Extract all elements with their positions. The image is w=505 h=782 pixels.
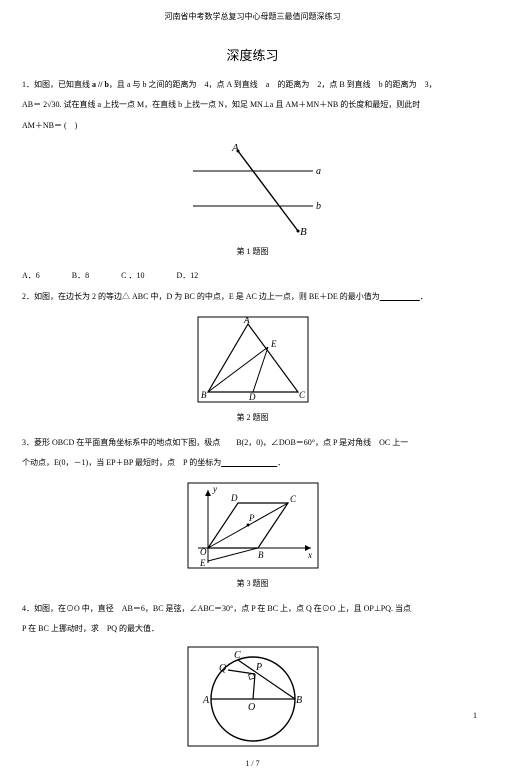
page-number: 1 (473, 709, 477, 723)
q3-text1: 3．菱形 OBCD 在平面直角坐标系中的地点如下图，极点 B(2，0)，∠DOB… (22, 436, 483, 450)
q4-text2: P 在 BC 上挪动时，求 PQ 的最大值． (22, 622, 483, 636)
page-footer: 1 / 7 (22, 757, 483, 771)
svg-text:B: B (300, 226, 307, 238)
svg-text:B: B (258, 550, 264, 560)
svg-text:B: B (201, 390, 207, 400)
svg-text:O: O (200, 547, 207, 557)
q2-text: 2．如图，在边长为 2 的等边△ ABC 中，D 为 BC 的中点，E 是 AC… (22, 290, 483, 304)
page-title: 深度练习 (22, 44, 483, 67)
q2-blank (380, 292, 420, 301)
q1-text2: AB＝ 2√30. 试在直线 a 上找一点 M，在直线 b 上找一点 N，知足 … (22, 98, 483, 112)
q1-opt-a: A．6 (22, 269, 40, 283)
svg-text:D: D (248, 392, 256, 402)
svg-text:b: b (316, 201, 321, 212)
svg-text:O: O (248, 702, 255, 713)
svg-text:P: P (255, 662, 262, 673)
svg-text:D: D (230, 493, 238, 503)
q1-figure: A B a b (22, 141, 483, 241)
svg-text:C: C (234, 650, 241, 661)
q3-b: 个动点，E(0，－1)，当 EP＋BP 最短时，点 P 的坐标为 (22, 458, 221, 467)
svg-text:C: C (299, 390, 306, 400)
q1-options: A．6 B．8 C ．10 D．12 (22, 269, 483, 283)
page-header: 河南省中考数学总复习中心母题三最值问题深练习 (22, 10, 483, 24)
svg-text:E: E (270, 339, 277, 349)
q1-c: ，且 a 与 b 之间的距离为 4，点 A 到直线 a 的距离为 2，点 B 到… (109, 80, 437, 89)
q4-text1: 4．如图，在⊙O 中，直径 AB＝6，BC 是弦，∠ABC＝30°，点 P 在 … (22, 602, 483, 616)
q1-a: 1．如图，已知直线 (22, 80, 92, 89)
q1-opt-c: C ．10 (121, 269, 144, 283)
svg-text:A: A (202, 695, 210, 706)
svg-text:P: P (248, 513, 255, 523)
q2-figure: A B C D E (22, 312, 483, 407)
q2-b: ． (420, 292, 428, 301)
svg-text:Q: Q (219, 663, 227, 674)
q1-b: a // b (92, 80, 109, 89)
q1-caption: 第 1 题图 (22, 245, 483, 259)
q3-text2: 个动点，E(0，－1)，当 EP＋BP 最短时，点 P 的坐标为 ． (22, 456, 483, 470)
svg-text:y: y (212, 484, 217, 494)
svg-text:B: B (296, 695, 302, 706)
q1-text3: AM＋NB＝ ( ) (22, 119, 483, 133)
q2-caption: 第 2 题图 (22, 411, 483, 425)
svg-text:C: C (290, 494, 297, 504)
svg-text:a: a (316, 166, 321, 177)
q3-figure: O B C D P E y x (22, 478, 483, 573)
q2-a: 2．如图，在边长为 2 的等边△ ABC 中，D 为 BC 的中点，E 是 AC… (22, 292, 380, 301)
svg-text:E: E (199, 558, 206, 568)
q3-c: ． (277, 458, 285, 467)
q1-opt-b: B．8 (72, 269, 89, 283)
q1-text: 1．如图，已知直线 a // b，且 a 与 b 之间的距离为 4，点 A 到直… (22, 78, 483, 92)
q1-opt-d: D．12 (176, 269, 198, 283)
q4-figure: A B O C P Q (22, 644, 483, 749)
q3-blank (221, 458, 277, 467)
svg-text:x: x (307, 550, 312, 560)
svg-text:A: A (243, 315, 250, 325)
q3-caption: 第 3 题图 (22, 577, 483, 591)
